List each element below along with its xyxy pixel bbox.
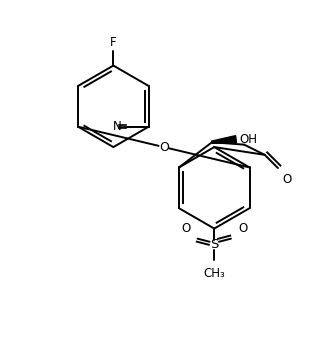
- Text: O: O: [283, 173, 292, 186]
- Text: O: O: [181, 222, 191, 235]
- Text: CH₃: CH₃: [204, 267, 225, 280]
- Text: S: S: [210, 238, 218, 252]
- Text: O: O: [238, 222, 247, 235]
- Text: O: O: [159, 141, 169, 154]
- Text: F: F: [110, 36, 117, 48]
- Text: N: N: [112, 120, 121, 133]
- Text: OH: OH: [239, 132, 257, 146]
- Polygon shape: [212, 136, 236, 143]
